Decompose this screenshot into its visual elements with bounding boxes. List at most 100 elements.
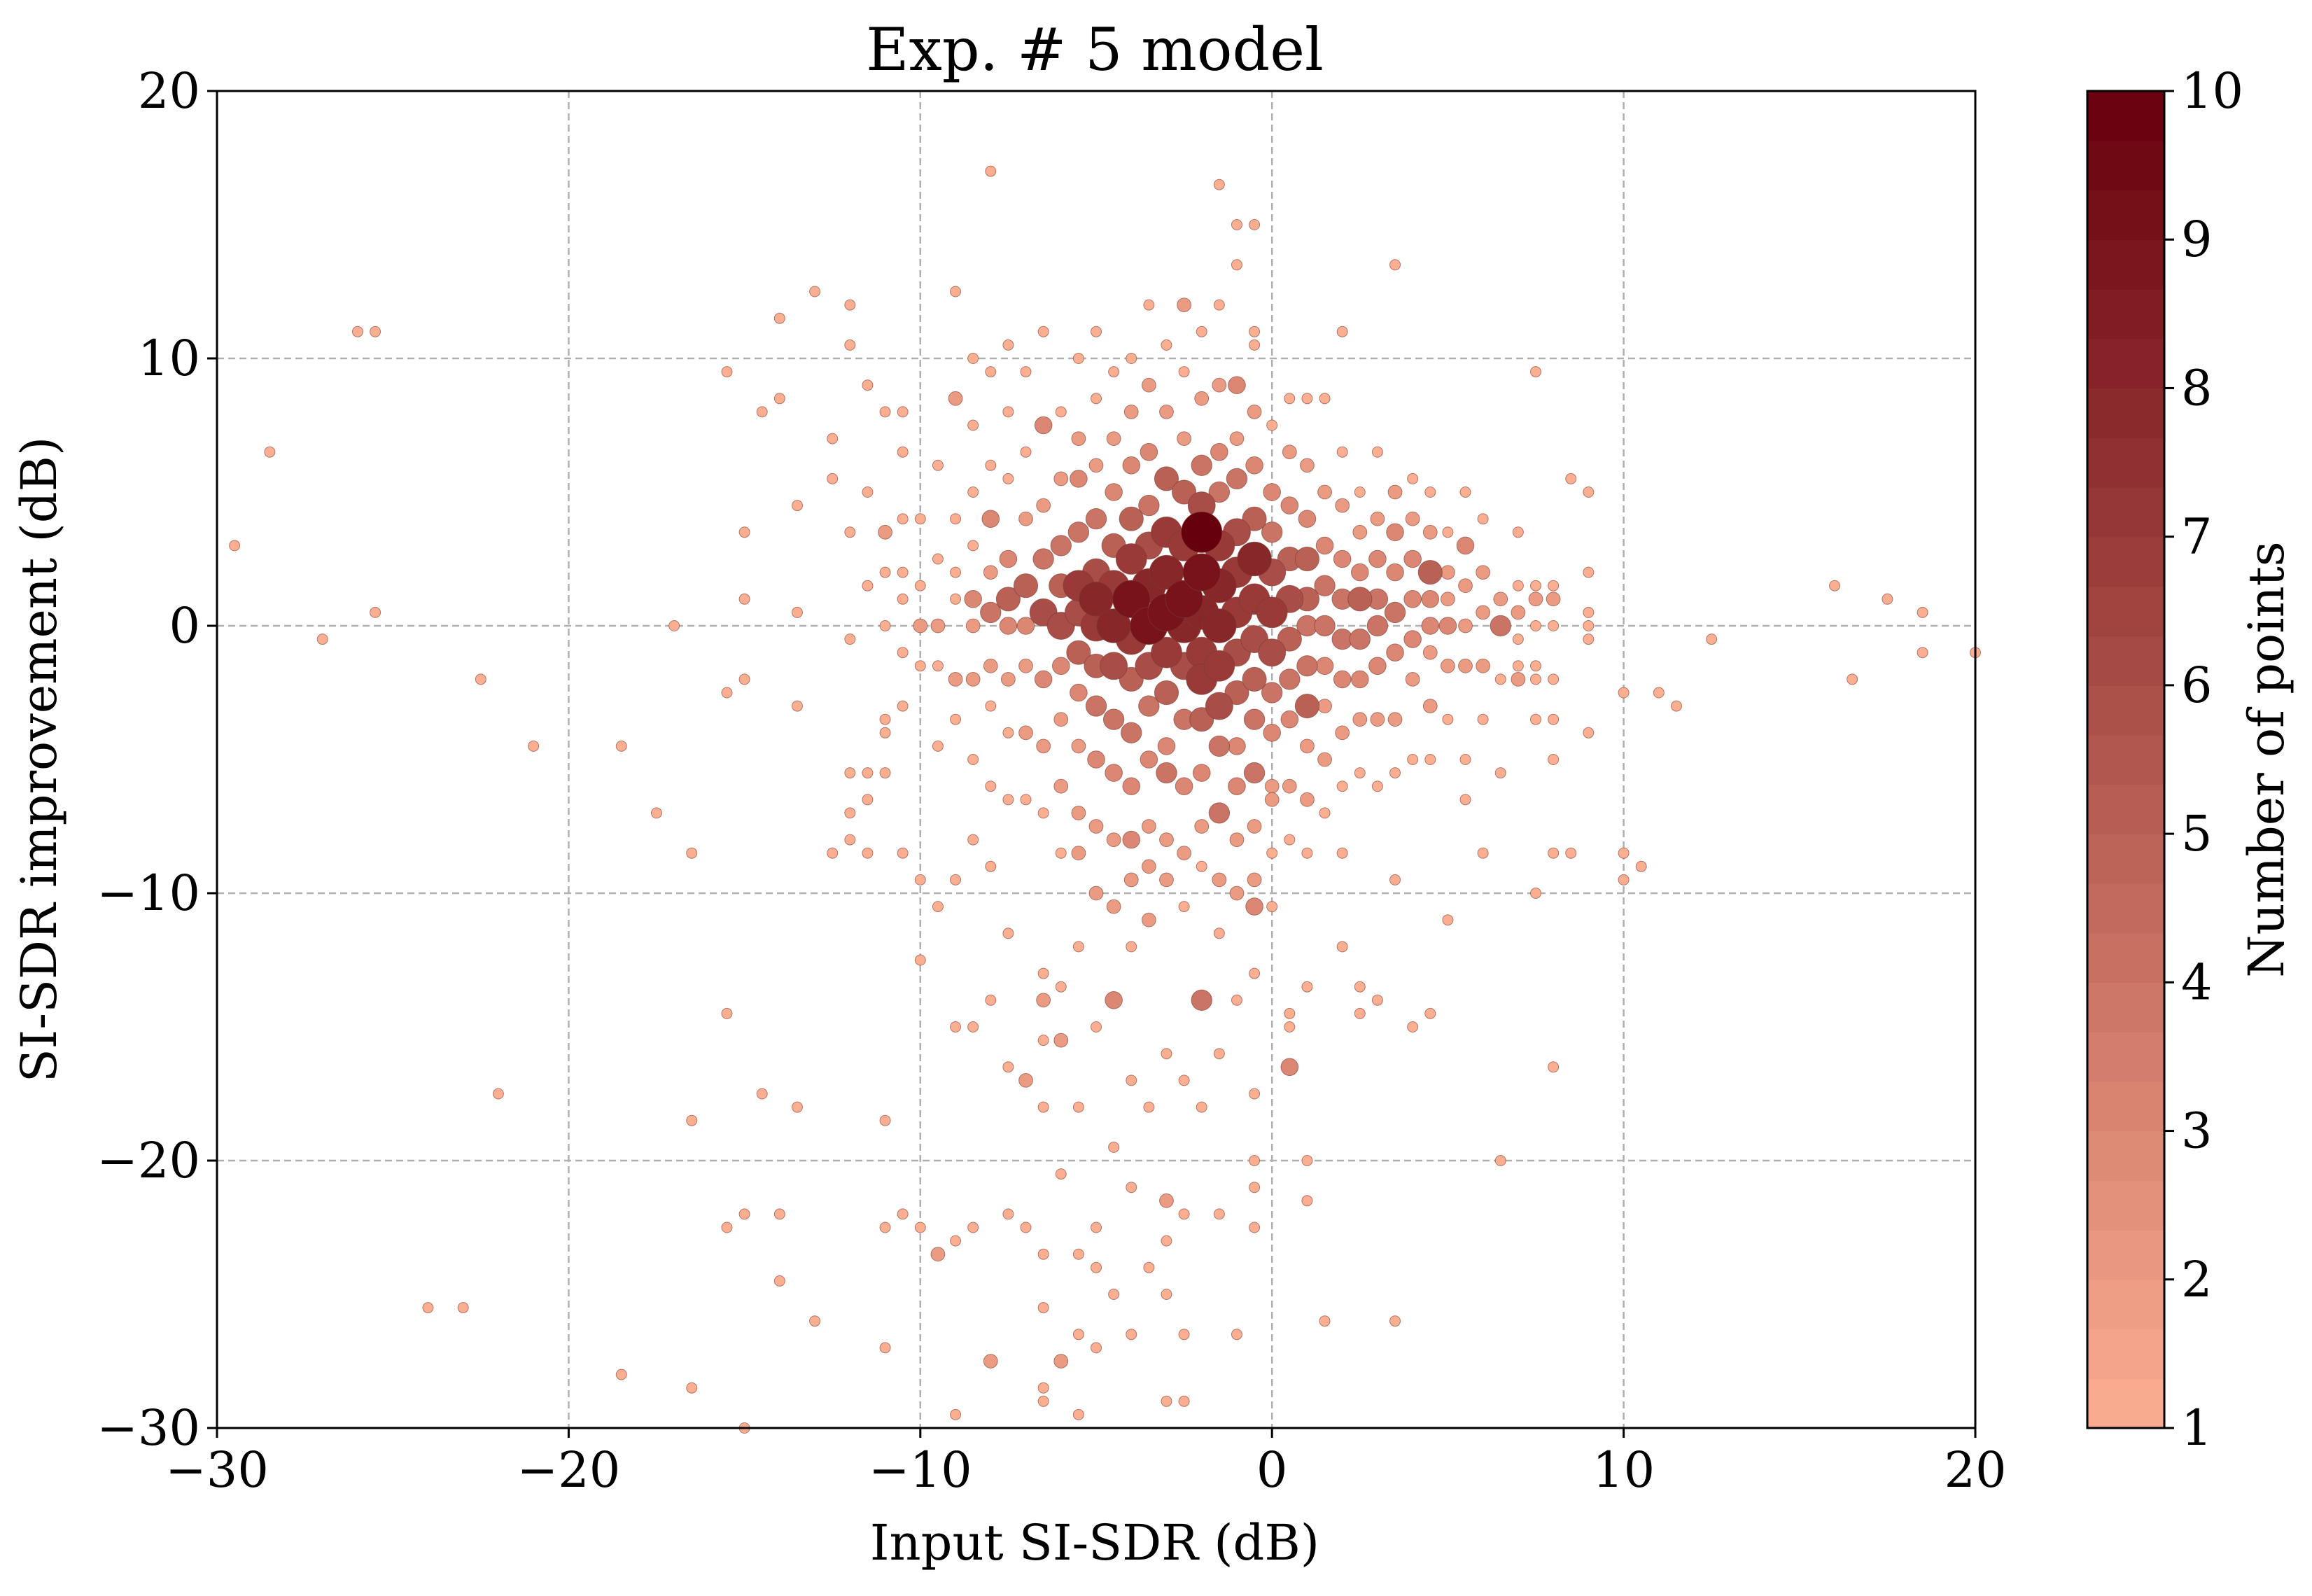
scatter-point: [1001, 672, 1016, 687]
scatter-point: [475, 673, 486, 685]
scatter-point: [1143, 299, 1155, 311]
scatter-point: [985, 165, 997, 177]
scatter-point: [1208, 802, 1231, 824]
scatter-point: [914, 874, 926, 886]
scatter-point: [827, 433, 839, 444]
scatter-point: [1249, 1088, 1261, 1100]
scatter-point: [1387, 484, 1403, 500]
scatter-point: [999, 617, 1018, 635]
scatter-point: [1228, 376, 1246, 395]
y-axis-label: SI-SDR improvement (dB): [10, 437, 68, 1083]
scatter-point: [1386, 563, 1404, 582]
scatter-point: [1191, 454, 1212, 476]
scatter-point: [1182, 553, 1221, 592]
scatter-point: [1490, 615, 1511, 637]
scatter-point: [1210, 442, 1228, 461]
scatter-point: [1315, 536, 1334, 555]
scatter-point: [1126, 941, 1137, 953]
scatter-point: [985, 366, 997, 378]
scatter-point: [1403, 550, 1422, 568]
scatter-point: [1123, 872, 1139, 888]
scatter-point: [1352, 712, 1368, 727]
scatter-point: [1177, 431, 1191, 446]
scatter-point: [1261, 522, 1283, 543]
scatter-point: [370, 326, 381, 337]
scatter-point: [1037, 1382, 1049, 1394]
scatter-point: [1422, 645, 1438, 660]
scatter-point: [1159, 832, 1174, 847]
scatter-point: [1181, 511, 1223, 553]
scatter-point: [1034, 670, 1053, 689]
y-tick-label: −30: [97, 1399, 200, 1457]
scatter-point: [1178, 1395, 1190, 1407]
scatter-point: [948, 672, 963, 687]
scatter-point: [1319, 1315, 1331, 1327]
colorbar-segment: [2087, 1230, 2164, 1280]
scatter-point: [1319, 807, 1331, 819]
scatter-point: [1088, 819, 1104, 834]
scatter-point: [1055, 406, 1067, 418]
scatter-point: [1512, 580, 1524, 592]
scatter-point: [1314, 575, 1336, 596]
scatter-point: [738, 526, 750, 538]
scatter-point: [1018, 658, 1033, 673]
scatter-point: [1178, 1208, 1190, 1220]
scatter-point: [1314, 615, 1336, 637]
scatter-point: [1284, 393, 1296, 405]
scatter-point: [1422, 699, 1438, 713]
scatter-point: [1280, 1058, 1299, 1077]
scatter-point: [1249, 1182, 1261, 1194]
scatter-point: [1088, 458, 1104, 473]
scatter-point: [844, 767, 856, 779]
scatter-point: [1583, 606, 1595, 618]
scatter-point: [1020, 1222, 1032, 1233]
scatter-point: [879, 406, 891, 418]
colorbar-segment: [2087, 932, 2164, 983]
scatter-point: [1002, 727, 1014, 738]
scatter-point: [1384, 601, 1406, 624]
colorbar-tick-label: 4: [2181, 953, 2213, 1011]
scatter-point: [316, 634, 328, 645]
scatter-point: [1053, 1032, 1069, 1048]
scatter-point: [1208, 481, 1231, 503]
scatter-point: [1055, 981, 1067, 993]
colorbar-segment: [2087, 1180, 2164, 1231]
scatter-point: [1154, 466, 1179, 491]
scatter-point: [1618, 847, 1630, 859]
scatter-point: [1002, 339, 1014, 351]
scatter-point: [1055, 1168, 1067, 1180]
scatter-point: [1403, 630, 1422, 648]
scatter-point: [948, 391, 963, 406]
scatter-point: [1494, 767, 1506, 779]
scatter-point: [897, 1208, 909, 1220]
scatter-point: [844, 634, 856, 645]
scatter-point: [914, 954, 926, 966]
scatter-point: [1548, 1061, 1560, 1073]
colorbar-segment: [2087, 1279, 2164, 1330]
scatter-point: [1088, 886, 1104, 901]
scatter-point: [1653, 687, 1665, 699]
scatter-point: [1279, 668, 1301, 690]
x-tick-label: 10: [1592, 1441, 1655, 1499]
scatter-point: [1301, 847, 1313, 859]
y-axis: −30 −20 −10 0 10 20: [97, 62, 217, 1457]
scatter-point: [914, 1222, 926, 1233]
scatter-point: [1178, 901, 1190, 913]
scatter-point: [738, 673, 750, 685]
scatter-point: [914, 660, 926, 672]
scatter-point: [950, 1235, 962, 1247]
scatter-point: [1512, 526, 1524, 538]
scatter-point: [1123, 405, 1139, 419]
scatter-point: [1530, 713, 1541, 725]
scatter-point: [1354, 486, 1366, 498]
scatter-point: [1231, 259, 1242, 271]
scatter-point: [1917, 606, 1928, 618]
colorbar-tick-label: 8: [2181, 359, 2213, 416]
scatter-point: [1249, 1222, 1261, 1233]
scatter-point: [1228, 777, 1246, 795]
scatter-point: [1159, 405, 1174, 419]
scatter-point: [1847, 673, 1858, 685]
scatter-point: [1256, 596, 1288, 629]
scatter-point: [1407, 472, 1419, 484]
scatter-point: [1548, 580, 1560, 592]
